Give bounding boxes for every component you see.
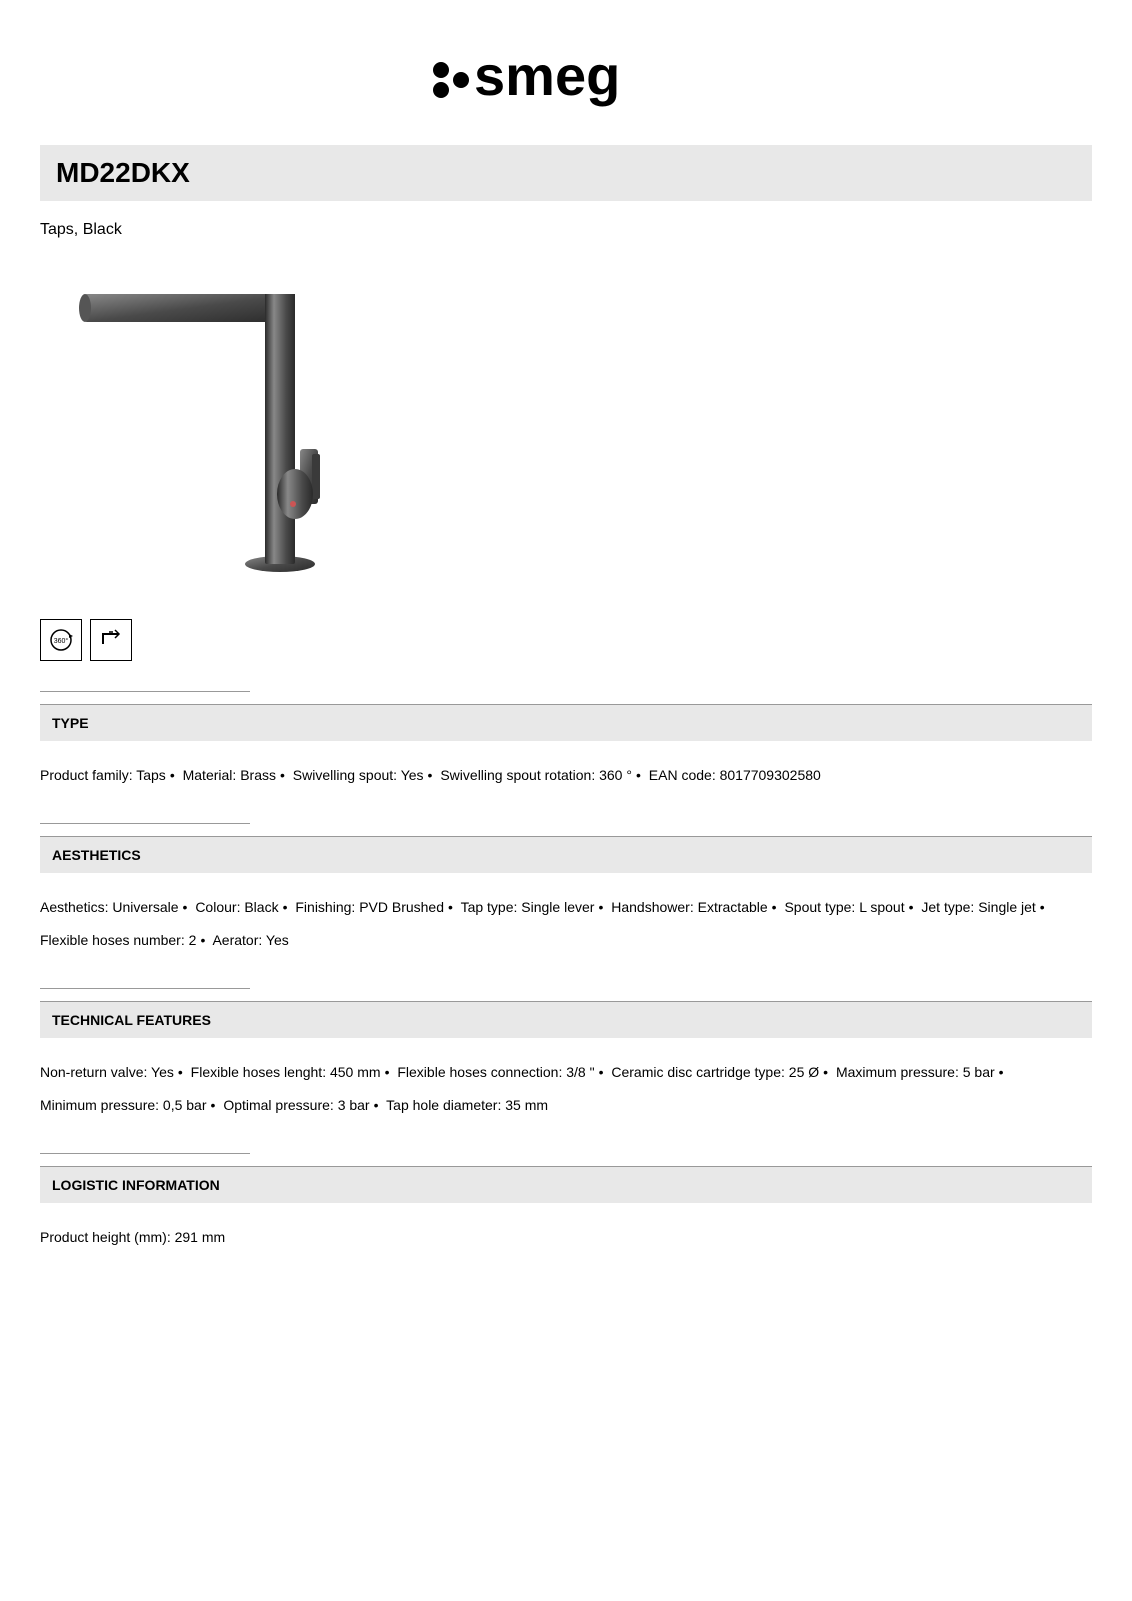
brand-logo: smeg [40,40,1092,115]
spec-item: Colour: Black [195,899,278,915]
section-divider [40,823,250,824]
spec-item: Maximum pressure: 5 bar [836,1064,995,1080]
section-header: LOGISTIC INFORMATION [40,1166,1092,1203]
section-divider [40,1153,250,1154]
spec-item: Swivelling spout: Yes [293,767,424,783]
spec-item: EAN code: 8017709302580 [649,767,821,783]
section-content: Product height (mm): 291 mm [40,1221,1092,1255]
spec-item: Non-return valve: Yes [40,1064,174,1080]
product-subtitle: Taps, Black [40,221,1092,239]
section-header: AESTHETICS [40,836,1092,873]
product-image [40,259,380,599]
rotation-360-icon: 360° [40,619,82,661]
extractable-icon [90,619,132,661]
spec-item: Tap hole diameter: 35 mm [386,1097,548,1113]
product-title: MD22DKX [40,145,1092,201]
section-logistic: LOGISTIC INFORMATION Product height (mm)… [40,1153,1092,1255]
spec-item: Swivelling spout rotation: 360 ° [440,767,632,783]
spec-item: Spout type: L spout [784,899,904,915]
section-content: Aesthetics: Universale• Colour: Black• F… [40,891,1092,958]
spec-item: Handshower: Extractable [611,899,767,915]
section-header: TYPE [40,704,1092,741]
spec-item: Aesthetics: Universale [40,899,179,915]
spec-item: Finishing: PVD Brushed [295,899,444,915]
spec-item: Aerator: Yes [212,932,288,948]
svg-text:360°: 360° [54,637,69,645]
spec-item: Minimum pressure: 0,5 bar [40,1097,207,1113]
spec-item: Optimal pressure: 3 bar [223,1097,369,1113]
section-divider [40,691,250,692]
spec-item: Jet type: Single jet [921,899,1035,915]
spec-item: Flexible hoses connection: 3/8 " [397,1064,594,1080]
section-divider [40,988,250,989]
feature-icons-row: 360° [40,619,1092,661]
section-content: Non-return valve: Yes• Flexible hoses le… [40,1056,1092,1123]
spec-item: Material: Brass [183,767,276,783]
spec-item: Product height (mm): 291 mm [40,1229,225,1245]
spec-item: Flexible hoses lenght: 450 mm [191,1064,381,1080]
section-header: TECHNICAL FEATURES [40,1001,1092,1038]
spec-item: Tap type: Single lever [461,899,595,915]
spec-item: Flexible hoses number: 2 [40,932,196,948]
section-content: Product family: Taps• Material: Brass• S… [40,759,1092,793]
spec-item: Ceramic disc cartridge type: 25 Ø [611,1064,819,1080]
spec-item: Product family: Taps [40,767,166,783]
section-technical: TECHNICAL FEATURES Non-return valve: Yes… [40,988,1092,1123]
section-type: TYPE Product family: Taps• Material: Bra… [40,691,1092,793]
section-aesthetics: AESTHETICS Aesthetics: Universale• Colou… [40,823,1092,958]
svg-text:smeg: smeg [474,44,620,107]
